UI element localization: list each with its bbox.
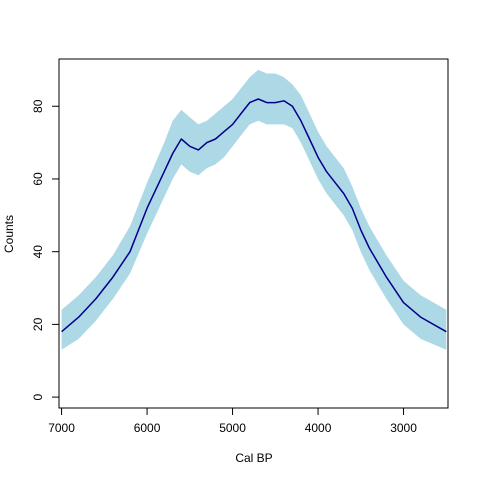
y-tick-label: 60 bbox=[31, 172, 45, 186]
y-tick-label: 40 bbox=[31, 245, 45, 259]
y-axis-label: Counts bbox=[2, 215, 16, 253]
median-line-layer bbox=[61, 98, 447, 333]
confidence-band-layer bbox=[61, 69, 447, 350]
x-tick-label: 4000 bbox=[305, 421, 332, 435]
y-axis: 0 20 40 60 80 bbox=[31, 99, 60, 400]
y-tick-label: 80 bbox=[31, 99, 45, 113]
x-axis: 7000 6000 5000 4000 3000 bbox=[48, 407, 417, 435]
x-tick-label: 6000 bbox=[134, 421, 161, 435]
x-tick-label: 3000 bbox=[390, 421, 417, 435]
x-tick-label: 5000 bbox=[219, 421, 246, 435]
x-axis-label: Cal BP bbox=[235, 451, 272, 465]
x-tick-label: 7000 bbox=[48, 421, 75, 435]
y-tick-label: 20 bbox=[31, 317, 45, 331]
y-tick-label: 0 bbox=[31, 393, 45, 400]
median-line bbox=[61, 98, 447, 333]
confidence-band bbox=[61, 69, 447, 350]
